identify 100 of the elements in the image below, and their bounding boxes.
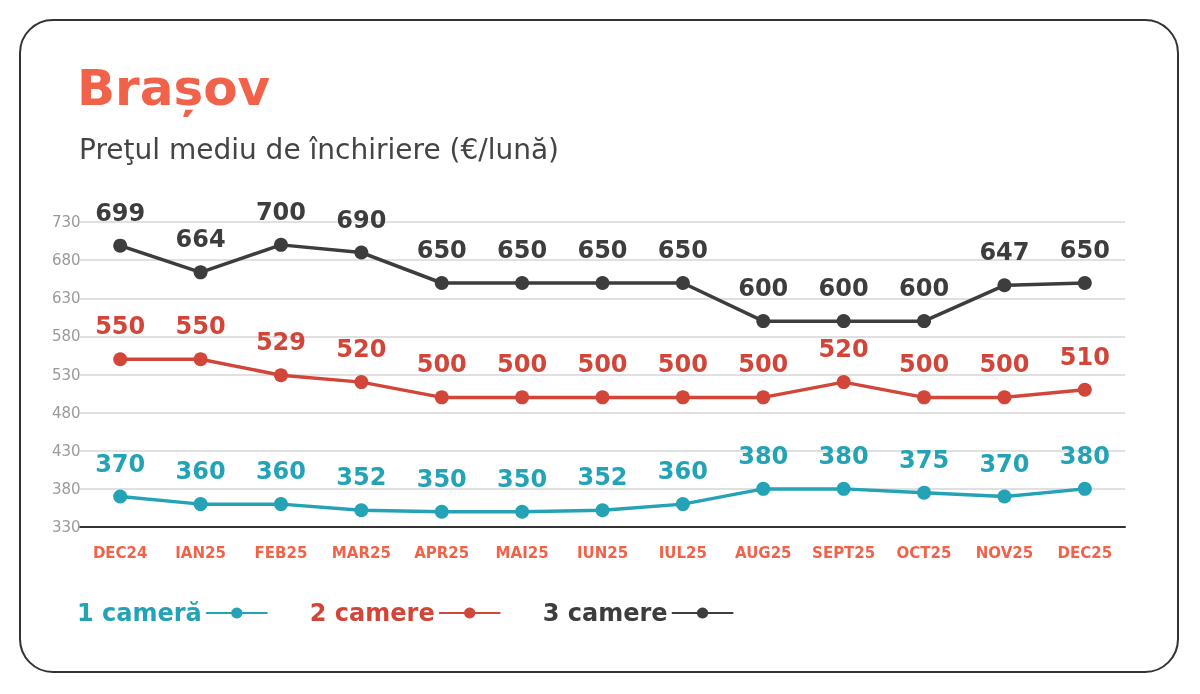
point [113, 352, 128, 367]
point [434, 276, 449, 290]
point [193, 352, 208, 367]
data-label: 360 [175, 457, 226, 486]
point [595, 276, 610, 290]
data-label: 647 [979, 238, 1030, 267]
point [515, 276, 530, 290]
point [836, 375, 851, 390]
y-tick-label: 380 [52, 479, 81, 498]
data-label: 699 [95, 198, 146, 227]
point [997, 278, 1012, 293]
point [836, 314, 851, 329]
legend-label: 2 camere [309, 599, 435, 627]
point [273, 237, 288, 252]
data-label: 350 [497, 464, 548, 493]
legend-label: 1 cameră [77, 599, 202, 627]
point [917, 485, 932, 500]
data-label: 352 [336, 463, 387, 492]
data-label: 500 [738, 350, 789, 379]
data-label: 650 [416, 236, 467, 264]
data-label: 650 [657, 236, 708, 264]
data-label: 360 [657, 457, 708, 486]
point [354, 503, 369, 518]
point [675, 390, 690, 405]
point [113, 238, 128, 253]
data-label: 550 [95, 312, 146, 341]
data-label: 600 [898, 274, 950, 303]
legend-label: 3 camere [542, 599, 668, 627]
point [675, 276, 690, 290]
y-tick-label: 630 [52, 289, 81, 308]
data-label: 370 [979, 449, 1030, 478]
point [273, 497, 288, 512]
data-label: 664 [175, 225, 226, 254]
x-tick-label: AUG25 [735, 543, 792, 562]
point [354, 375, 369, 390]
data-label: 500 [577, 350, 628, 379]
point [917, 314, 932, 329]
point [756, 390, 771, 405]
data-label: 500 [416, 350, 467, 379]
x-tick-label: IUN25 [576, 543, 629, 562]
data-label: 700 [255, 197, 307, 226]
data-label: 690 [336, 205, 387, 234]
x-tick-label: FEB25 [254, 543, 308, 562]
point [1077, 276, 1092, 290]
data-label: 360 [255, 457, 307, 486]
chart-title: Brașov [77, 59, 271, 117]
data-label: 510 [1059, 342, 1110, 371]
data-label: 380 [1059, 441, 1110, 470]
x-tick-label: DEC24 [92, 543, 148, 562]
point [354, 245, 369, 260]
data-label: 380 [738, 441, 789, 470]
x-tick-label: NOV25 [975, 543, 1034, 562]
point [595, 390, 610, 405]
point [595, 503, 610, 518]
y-tick-label: 480 [52, 403, 81, 422]
data-label: 352 [577, 463, 628, 492]
point [113, 489, 128, 504]
data-label: 350 [416, 464, 467, 493]
y-tick-label: 680 [52, 251, 81, 270]
x-tick-label: IAN25 [175, 543, 226, 562]
data-label: 529 [255, 328, 307, 357]
x-tick-label: MAR25 [331, 543, 391, 562]
data-label: 500 [898, 350, 950, 379]
data-label: 650 [577, 236, 628, 264]
data-label: 375 [898, 445, 950, 474]
point [756, 481, 771, 496]
y-tick-label: 530 [52, 365, 81, 384]
data-label: 600 [738, 274, 789, 303]
point [997, 390, 1012, 405]
point [434, 390, 449, 405]
y-tick-label: 580 [52, 327, 81, 346]
data-label: 370 [95, 449, 146, 478]
x-tick-label: IUL25 [658, 543, 707, 562]
x-tick-label: MAI25 [495, 543, 549, 562]
data-label: 500 [979, 350, 1030, 379]
data-label: 520 [818, 335, 869, 364]
point [756, 314, 771, 329]
y-tick-label: 330 [52, 518, 81, 536]
point [1077, 481, 1092, 496]
y-tick-label: 730 [52, 213, 81, 231]
point [917, 390, 932, 405]
x-tick-label: APR25 [414, 543, 470, 562]
point [997, 489, 1012, 504]
data-label: 380 [818, 441, 869, 470]
data-label: 650 [1059, 236, 1110, 264]
data-label: 520 [336, 335, 387, 364]
point [1077, 382, 1092, 397]
x-tick-label: DEC25 [1057, 543, 1113, 562]
point [515, 390, 530, 405]
point [434, 504, 449, 519]
point [836, 481, 851, 496]
data-label: 500 [497, 350, 548, 379]
data-label: 600 [818, 274, 869, 303]
data-label: 650 [497, 236, 548, 264]
chart-subtitle: Preţul mediu de închiriere (€/lună) [79, 132, 560, 166]
point [273, 368, 288, 383]
x-tick-label: OCT25 [896, 543, 952, 562]
y-tick-label: 430 [52, 441, 81, 460]
x-tick-label: SEPT25 [812, 543, 876, 562]
point [193, 265, 208, 280]
